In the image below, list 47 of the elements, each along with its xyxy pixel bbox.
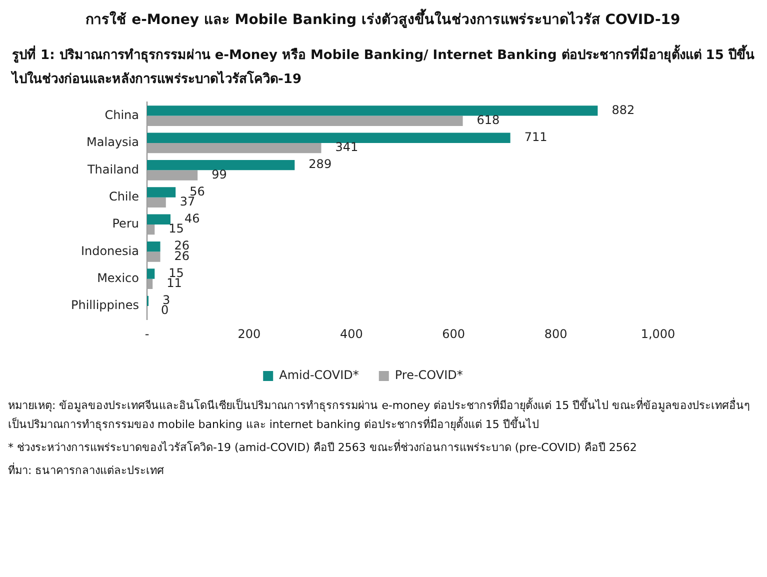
bar <box>146 268 155 279</box>
y-tick-label: Chile <box>108 189 139 204</box>
data-label: 37 <box>180 194 196 209</box>
x-tick-label: 200 <box>238 326 261 341</box>
text: * ช่วงระหว่างการแพร่ระบาดของไวรัสโควิด-19 (amid-COVID) คือปี 2563 ขณะที่ช่วงก่อนการแพร่ระบาด (pre-COVID) คือปี 2562 <box>8 438 638 456</box>
bar <box>146 187 176 198</box>
y-tick-label: Mexico <box>97 270 139 285</box>
y-tick-label: China <box>104 108 139 122</box>
chart-subtitle: รูปที่ 1: ปริมาณการทำธุรกรรมผ่าน e-Money หรือ Mobile Banking/ Internet Banking ต่อประชากรที่มีอายุตั้งแต่ 15 ปีขึ้นไปในช่วงก่อนและหลังการแพร่ระบาดไวรัสโควิด-19 <box>10 44 756 89</box>
bar <box>146 132 510 143</box>
legend-label: Amid-COVID* <box>279 368 359 382</box>
chart-title: การใช้ e-Money และ Mobile Banking เร่งตัวสูงขึ้นในช่วงการแพร่ระบาดไวรัส COVID-19 <box>84 8 682 30</box>
bar <box>146 142 322 154</box>
x-tick-label: 1,000 <box>640 326 676 341</box>
bar <box>146 214 170 224</box>
data-label: 882 <box>612 102 635 117</box>
legend-label: Pre-COVID* <box>394 368 463 382</box>
bar <box>146 224 155 235</box>
y-tick-label: Peru <box>112 216 139 231</box>
text: หมายเหตุ: ข้อมูลของประเทศจีนและอินโดนีเซียเป็นปริมาณการทำธุรกรรมผ่าน e-money ต่อประชากรที่มีอายุตั้งแต่ 15 ปีขึ้นไป ขณะที่ข้อมูลของประเทศอื่นๆ เป็นปริมาณการทำธุรกรรมของ mobile banking และ internet banking ต่อประชากรที่มีอายุตั้งแต่ 15 ปีขึ้นไป <box>8 396 752 433</box>
y-tick-label: Thailand <box>86 162 139 176</box>
bar <box>146 241 160 252</box>
data-label: 0 <box>160 303 169 318</box>
bar <box>146 278 153 290</box>
data-label: 711 <box>524 130 548 144</box>
data-label: 26 <box>174 248 190 263</box>
x-tick-label: - <box>144 326 150 341</box>
bar <box>146 116 463 126</box>
y-tick-label: Indonesia <box>80 244 139 258</box>
bar <box>146 252 160 262</box>
y-tick-label: Phillippines <box>70 298 139 312</box>
y-tick-label: Malaysia <box>86 135 139 150</box>
bar <box>146 160 295 170</box>
data-label: 289 <box>308 157 332 172</box>
bar <box>146 197 166 208</box>
data-label: 15 <box>168 222 184 236</box>
text: ที่มา: ธนาคารกลางแต่ละประเทศ <box>8 462 166 479</box>
data-label: 46 <box>184 212 200 226</box>
x-tick-label: 600 <box>442 326 466 341</box>
data-label: 11 <box>166 276 182 290</box>
x-tick-label: 400 <box>340 326 363 341</box>
data-label: 618 <box>476 113 500 128</box>
x-tick-label: 800 <box>544 326 568 341</box>
data-label: 341 <box>335 140 358 154</box>
data-label: 99 <box>212 167 227 182</box>
bar <box>146 170 198 180</box>
bar <box>146 106 598 116</box>
